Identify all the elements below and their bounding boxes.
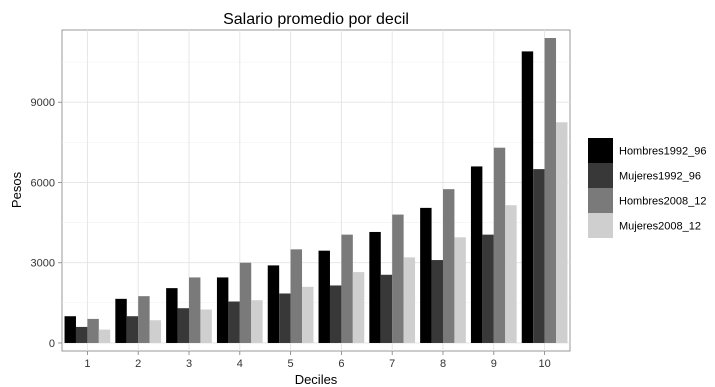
bar xyxy=(403,257,416,343)
bar xyxy=(126,316,139,343)
bars xyxy=(64,38,568,343)
y-tick-label: 6000 xyxy=(31,177,55,189)
bar xyxy=(138,296,150,343)
bar xyxy=(302,286,314,343)
bar xyxy=(431,260,443,343)
legend: Hombres1992_96 Mujeres1992_96 Hombres2008_… xyxy=(588,138,706,238)
x-axis-title: Deciles xyxy=(295,372,338,387)
bar xyxy=(454,237,466,343)
legend-swatch xyxy=(588,163,613,188)
y-tick-label: 0 xyxy=(49,338,55,350)
bar xyxy=(482,234,494,343)
bar xyxy=(380,274,393,343)
bar xyxy=(64,316,76,343)
legend-swatch xyxy=(588,213,613,238)
bar xyxy=(75,326,88,343)
x-tick-label: 5 xyxy=(288,358,294,370)
y-tick-label: 3000 xyxy=(31,258,55,270)
bar xyxy=(392,214,404,343)
x-tick-label: 10 xyxy=(538,358,550,370)
bar xyxy=(216,277,229,343)
x-tick-label: 2 xyxy=(135,358,141,370)
x-tick-label: 6 xyxy=(338,358,344,370)
legend-swatch xyxy=(588,188,613,213)
x-tick-label: 9 xyxy=(491,358,497,370)
x-tick-label: 3 xyxy=(186,358,192,370)
bar xyxy=(521,51,534,343)
bar xyxy=(200,309,212,343)
bar xyxy=(98,329,111,343)
y-axis: 0 3000 6000 9000 xyxy=(31,97,62,350)
bar xyxy=(420,207,432,343)
bar xyxy=(189,277,201,343)
legend-swatch xyxy=(588,138,613,163)
x-tick-label: 8 xyxy=(440,358,446,370)
bar xyxy=(251,300,263,343)
bar xyxy=(493,147,506,343)
legend-label: Mujeres2008_12 xyxy=(619,221,701,233)
bar xyxy=(544,38,557,343)
y-axis-title: Pesos xyxy=(9,171,24,208)
bar xyxy=(290,249,303,343)
bar xyxy=(505,205,517,343)
chart-title: Salario promedio por decil xyxy=(223,11,409,28)
bar xyxy=(470,166,483,343)
bar xyxy=(443,189,455,343)
legend-label: Hombres1992_96 xyxy=(619,146,706,158)
bar xyxy=(149,320,162,343)
legend-label: Mujeres1992_96 xyxy=(619,171,701,183)
x-axis: 1 2 3 4 5 6 7 8 9 10 xyxy=(84,351,551,370)
bar xyxy=(166,288,178,343)
bar xyxy=(318,250,330,343)
x-tick-label: 4 xyxy=(237,358,243,370)
bar xyxy=(87,318,99,343)
x-tick-label: 7 xyxy=(389,358,395,370)
bar xyxy=(556,122,568,343)
bar xyxy=(279,293,291,343)
bar xyxy=(341,234,353,343)
y-tick-label: 9000 xyxy=(31,97,55,109)
bar xyxy=(177,308,189,343)
bar xyxy=(228,301,240,343)
bar xyxy=(239,262,252,343)
x-tick-label: 1 xyxy=(84,358,90,370)
bar xyxy=(115,298,127,343)
bar xyxy=(329,285,342,343)
legend-label: Hombres2008_12 xyxy=(619,196,706,208)
bar xyxy=(352,272,365,343)
bar xyxy=(533,169,545,343)
bar xyxy=(267,265,280,343)
bar xyxy=(369,231,381,343)
